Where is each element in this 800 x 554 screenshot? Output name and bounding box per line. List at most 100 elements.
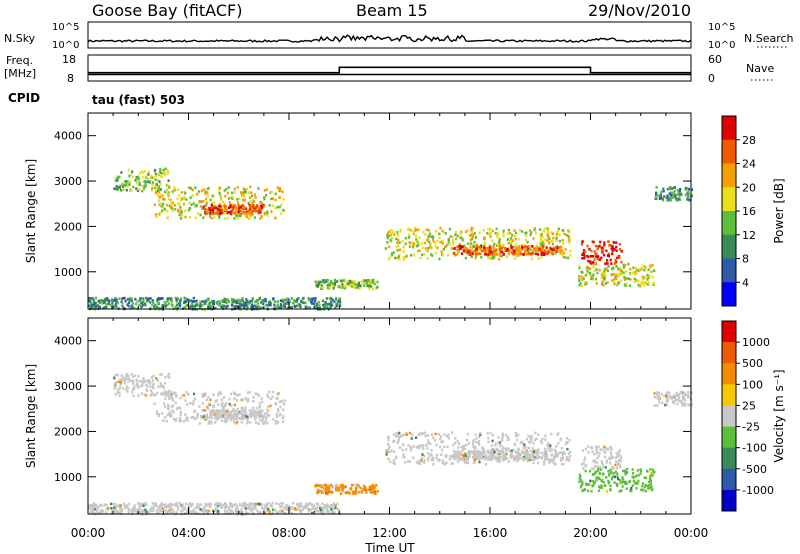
echo-cell	[275, 397, 278, 400]
echo-cell	[240, 504, 243, 508]
echo-cell	[372, 483, 375, 487]
echo-cell	[469, 249, 472, 253]
echo-cell	[622, 263, 625, 267]
echo-cell	[551, 239, 554, 243]
echo-cell	[161, 507, 164, 510]
echo-cell	[607, 470, 610, 473]
echo-cell	[454, 233, 457, 236]
echo-cell	[302, 296, 305, 300]
x-tick-label: 08:00	[272, 526, 307, 540]
echo-cell	[118, 394, 121, 398]
echo-cell	[518, 247, 521, 250]
echo-cell	[562, 242, 565, 245]
echo-cell	[207, 395, 210, 399]
station-title: Goose Bay (fitACF)	[92, 1, 242, 20]
echo-cell	[594, 465, 597, 468]
echo-cell	[479, 450, 482, 454]
echo-cell	[325, 297, 328, 300]
echo-cell	[395, 455, 398, 459]
echo-cell	[204, 509, 207, 513]
echo-cell	[678, 392, 681, 396]
echo-cell	[493, 254, 496, 257]
echo-cell	[478, 460, 481, 464]
echo-cell	[507, 447, 510, 450]
echo-cell	[173, 188, 177, 192]
echo-cell	[221, 413, 224, 416]
echo-cell	[687, 190, 690, 193]
colorbar-swatch	[722, 139, 736, 164]
echo-cell	[360, 490, 363, 493]
echo-cell	[314, 305, 317, 309]
echo-cell	[485, 456, 488, 460]
echo-cell	[127, 377, 130, 380]
echo-cell	[600, 248, 603, 252]
echo-cell	[655, 191, 658, 195]
echo-cell	[496, 456, 499, 460]
echo-cell	[97, 506, 100, 510]
echo-cell	[563, 452, 566, 455]
echo-cell	[333, 282, 336, 285]
echo-cell	[561, 238, 565, 242]
echo-cell	[405, 433, 408, 436]
echo-cell	[138, 298, 141, 302]
echo-cell	[666, 396, 669, 400]
echo-cell	[144, 183, 147, 186]
echo-cell	[116, 388, 119, 392]
echo-cell	[231, 299, 234, 303]
echo-cell	[478, 245, 481, 249]
echo-cell	[323, 306, 326, 310]
echo-cell	[121, 304, 124, 308]
echo-cell	[520, 441, 523, 445]
echo-cell	[408, 245, 412, 248]
echo-cell	[238, 207, 241, 210]
echo-cell	[102, 510, 105, 513]
echo-cell	[594, 445, 598, 448]
echo-cell	[208, 416, 211, 419]
echo-cell	[133, 506, 136, 510]
colorbar-tick-label: -500	[742, 463, 767, 476]
echo-cell	[257, 422, 260, 425]
echo-cell	[242, 212, 245, 216]
echo-cell	[325, 507, 328, 510]
echo-cell	[320, 506, 323, 509]
echo-cell	[233, 409, 236, 413]
echo-cell	[514, 442, 517, 446]
echo-cell	[448, 227, 451, 231]
echo-cell	[152, 176, 155, 179]
echo-cell	[182, 202, 185, 206]
echo-cell	[142, 377, 145, 380]
echo-cell	[522, 253, 525, 256]
echo-cell	[491, 439, 494, 443]
echo-cell	[233, 187, 236, 191]
echo-cell	[515, 454, 518, 458]
echo-cell	[489, 231, 492, 234]
echo-cell	[188, 186, 191, 189]
echo-cell	[183, 300, 186, 303]
echo-cell	[481, 450, 484, 453]
echo-cell	[241, 211, 244, 214]
echo-cell	[113, 376, 116, 380]
echo-cell	[201, 409, 204, 412]
echo-cell	[204, 190, 207, 194]
echo-cell	[158, 190, 161, 194]
echo-cell	[512, 249, 515, 252]
echo-cell	[281, 190, 284, 194]
echo-cell	[587, 255, 590, 259]
echo-cell	[146, 385, 149, 388]
echo-cell	[516, 251, 519, 255]
echo-cell	[259, 201, 262, 204]
echo-cell	[213, 201, 216, 205]
echo-cell	[594, 277, 597, 281]
echo-cell	[601, 463, 604, 466]
echo-cell	[266, 393, 269, 397]
echo-cell	[472, 456, 475, 459]
echo-cell	[154, 504, 157, 507]
echo-cell	[179, 299, 182, 302]
echo-cell	[277, 502, 280, 506]
echo-cell	[528, 456, 531, 460]
echo-cell	[170, 395, 173, 398]
echo-cell	[161, 297, 164, 300]
echo-cell	[193, 305, 197, 308]
echo-cell	[178, 419, 181, 423]
echo-cell	[179, 413, 182, 417]
